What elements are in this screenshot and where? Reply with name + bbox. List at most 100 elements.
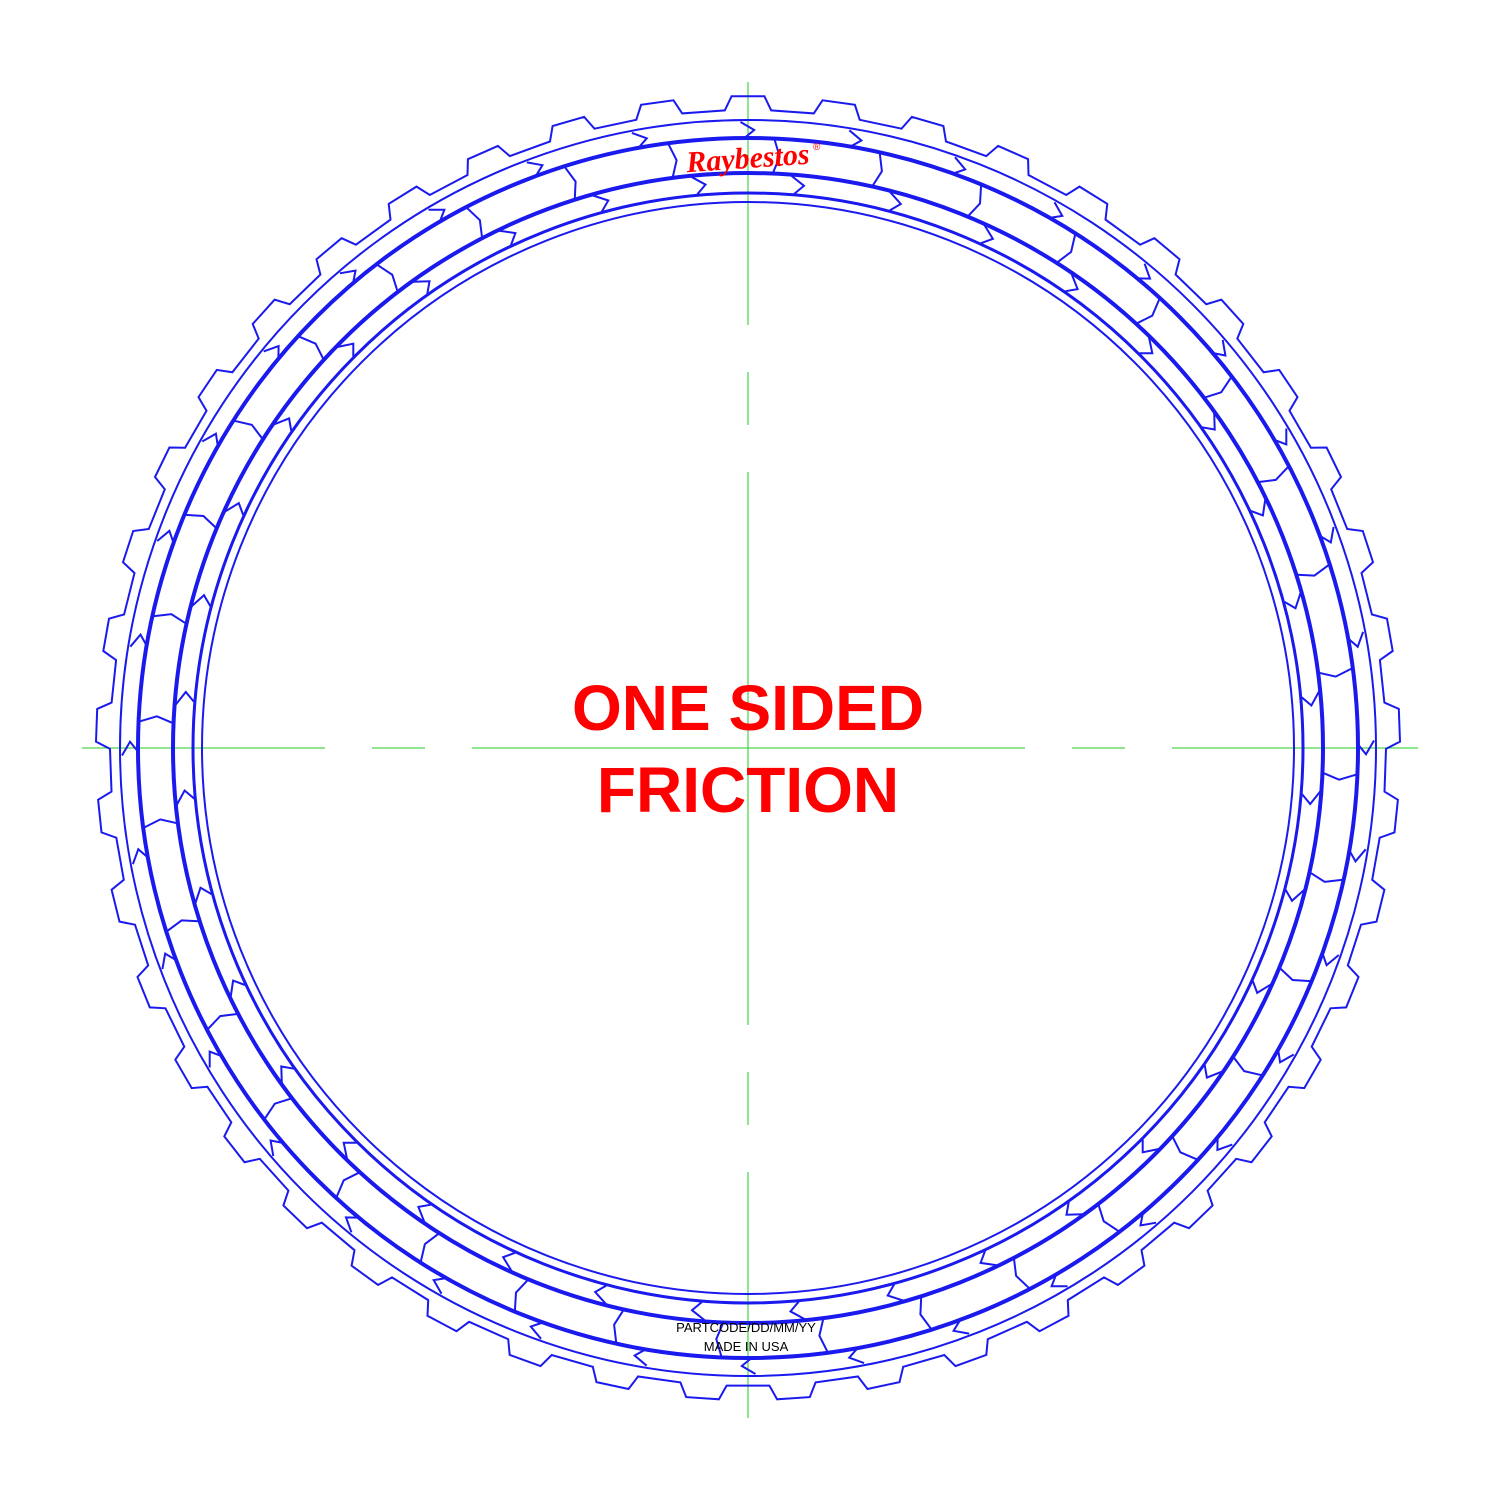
pad-separator-inner	[1301, 690, 1321, 708]
pad-separator-middle	[1056, 234, 1077, 263]
pad-separator-middle	[166, 919, 199, 932]
pad-separator-inner	[886, 1283, 904, 1302]
pad-separator-inner	[273, 417, 293, 432]
pad-separator-outer	[1358, 739, 1375, 756]
pad-separator-inner	[1283, 592, 1302, 610]
pad-separator-middle	[667, 143, 678, 178]
pad-separator-outer	[848, 129, 864, 147]
pad-separator-outer	[1349, 848, 1367, 864]
outer-tooth-profile	[94, 95, 1402, 1401]
center-label-line-1: ONE SIDED	[572, 672, 924, 744]
pad-separator-inner	[889, 191, 903, 212]
pad-separator-outer	[1320, 526, 1335, 545]
pad-separator-inner	[1301, 790, 1322, 806]
pad-separator-inner	[1141, 1139, 1159, 1154]
pad-separator-inner	[1064, 273, 1079, 293]
pad-separator-outer	[432, 1277, 445, 1295]
pad-separator-middle	[871, 153, 883, 187]
pad-separator-outer	[1138, 263, 1152, 280]
pad-separator-middle	[298, 335, 325, 360]
pad-separator-inner	[1284, 889, 1305, 903]
inner-bore	[201, 201, 1295, 1295]
pad-separator-outer	[201, 432, 219, 445]
pad-separator-middle	[613, 1309, 625, 1343]
pad-separator-outer	[847, 1348, 865, 1365]
pad-separator-inner	[499, 229, 517, 246]
pad-separator-middle	[715, 1323, 724, 1357]
pad-separator-inner	[788, 1301, 806, 1321]
groove-outer	[136, 136, 1360, 1360]
pad-separator-middle	[1233, 1056, 1262, 1077]
pad-separator-inner	[980, 224, 995, 245]
pad-separator-outer	[1214, 339, 1227, 357]
pad-separator-middle	[419, 1233, 440, 1262]
pad-separator-middle	[1097, 1204, 1120, 1233]
pad-separator-middle	[1279, 967, 1311, 983]
pad-separator-outer	[263, 344, 280, 358]
pad-separator-inner	[417, 1203, 432, 1223]
center-label-line-2: FRICTION	[597, 754, 899, 826]
pad-separator-outer	[1050, 1275, 1068, 1288]
registered-mark: ®	[813, 142, 821, 153]
pad-separator-inner	[593, 1284, 607, 1305]
pad-separator-outer	[1348, 631, 1365, 649]
band-inner-edge	[191, 191, 1305, 1305]
pad-separator-inner	[592, 194, 610, 213]
pad-separator-middle	[513, 1279, 529, 1311]
pad-separator-middle	[234, 419, 263, 440]
pad-separator-outer	[1139, 1214, 1157, 1227]
pad-separator-outer	[129, 632, 147, 648]
pad-separator-inner	[191, 593, 212, 607]
pad-separator-inner	[1065, 1202, 1083, 1216]
pad-separator-middle	[1309, 871, 1343, 883]
groove-inner	[171, 171, 1325, 1325]
pad-separator-inner	[690, 175, 708, 195]
pad-separator-inner	[1251, 980, 1272, 995]
pad-separator-inner	[280, 1065, 294, 1083]
pad-separator-middle	[335, 1171, 360, 1198]
pad-separator-middle	[139, 715, 173, 724]
centerlines	[82, 82, 1418, 1418]
pad-separator-middle	[1318, 667, 1353, 678]
pad-separator-middle	[376, 263, 399, 292]
pad-separator-inner	[1203, 1064, 1223, 1079]
pad-separator-inner	[224, 501, 245, 516]
pad-separator-middle	[919, 1297, 932, 1330]
pad-separator-outer	[1216, 1138, 1233, 1152]
pad-separator-middle	[1258, 466, 1289, 483]
pad-separator-middle	[818, 1318, 829, 1353]
pad-separator-outer	[951, 1320, 970, 1335]
pad-separator-outer	[131, 847, 148, 865]
pad-separator-outer	[269, 1139, 282, 1157]
pad-separator-inner	[194, 886, 213, 904]
pad-separator-outer	[339, 269, 357, 282]
pad-separator-inner	[979, 1250, 997, 1267]
friction-pad-segments	[121, 121, 1375, 1375]
pad-separator-inner	[337, 342, 355, 357]
pad-separator-middle	[207, 1013, 238, 1030]
pad-separator-outer	[529, 1322, 542, 1340]
pad-separator-outer	[632, 1349, 648, 1367]
pad-separator-outer	[121, 740, 138, 757]
pad-separator-inner	[690, 1301, 706, 1322]
pad-separator-middle	[772, 139, 781, 173]
pad-separator-outer	[739, 121, 756, 138]
pad-separator-inner	[1139, 337, 1154, 355]
pad-separator-middle	[1323, 772, 1357, 781]
pad-separator-middle	[185, 513, 217, 529]
pad-separator-middle	[153, 613, 187, 625]
pad-separator-outer	[156, 529, 174, 542]
pad-separator-inner	[1250, 499, 1267, 517]
pad-separator-outer	[1322, 954, 1340, 967]
pad-separator-outer	[1051, 201, 1064, 219]
pad-separator-outer	[208, 1050, 221, 1068]
pad-separator-middle	[143, 818, 178, 829]
pad-separator-outer	[1275, 428, 1288, 446]
band-outer-edge	[119, 119, 1377, 1377]
pad-separator-middle	[564, 166, 577, 199]
pad-separator-outer	[954, 156, 967, 174]
pad-separator-middle	[1204, 376, 1233, 399]
pad-separator-middle	[967, 185, 983, 217]
pad-separator-inner	[501, 1251, 516, 1272]
pad-separator-inner	[1202, 413, 1216, 431]
